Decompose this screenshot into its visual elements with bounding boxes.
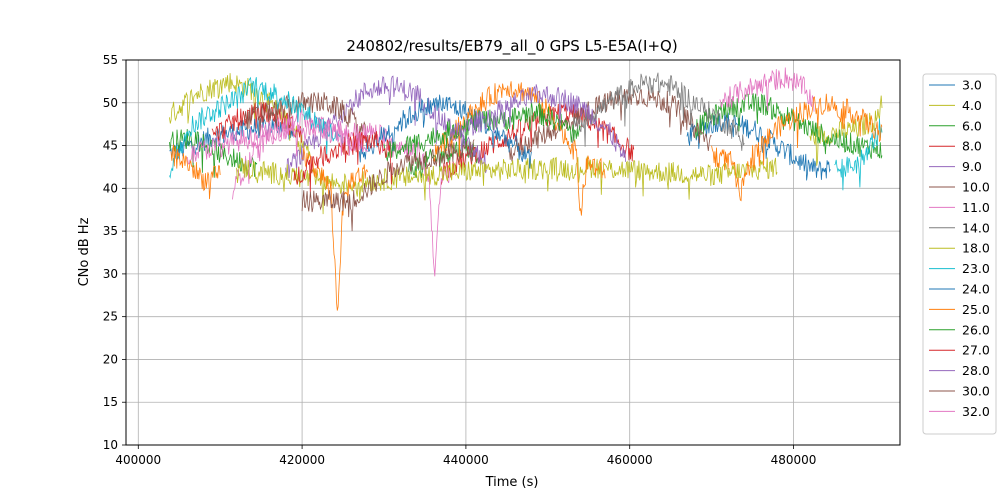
x-tick-label: 440000	[443, 453, 489, 467]
x-tick-label: 480000	[771, 453, 817, 467]
legend-label: 18.0	[962, 241, 990, 256]
legend-label: 6.0	[962, 118, 982, 133]
series-9-0	[285, 75, 487, 179]
series-line	[711, 93, 883, 202]
y-axis: 10 15 20 25 30 35 40 45 50 55	[103, 53, 126, 452]
series-18-0	[236, 156, 778, 215]
series-line	[686, 112, 831, 181]
y-tick-label: 40	[103, 181, 118, 195]
series-layer	[169, 67, 883, 311]
legend-label: 8.0	[962, 139, 982, 154]
series-line	[236, 156, 778, 215]
x-tick-label: 460000	[607, 453, 653, 467]
legend: 3.0 4.0 6.0 8.0 9.0 10.0 11.0 14.0 18.0 23.0 24.0 2…	[922, 73, 997, 435]
y-tick-label: 45	[103, 139, 118, 153]
series-line	[187, 117, 368, 165]
series-line	[432, 81, 606, 216]
chart-title: 240802/results/EB79_all_0 GPS L5-E5A(I+Q…	[346, 37, 677, 56]
legend-label: 26.0	[962, 322, 990, 337]
series-line	[834, 118, 883, 191]
series-line	[211, 101, 303, 143]
series-line	[301, 139, 475, 232]
legend-label: 23.0	[962, 261, 990, 276]
series-line	[449, 84, 626, 162]
series-line	[170, 144, 221, 200]
y-axis-label: CNo dB Hz	[77, 217, 92, 286]
y-tick-label: 50	[103, 96, 118, 110]
y-tick-label: 25	[103, 310, 118, 324]
series-line	[244, 91, 368, 146]
plot-frame	[125, 59, 901, 446]
series-14-0	[572, 72, 745, 151]
series-30-0	[301, 139, 475, 232]
legend-label: 32.0	[962, 404, 990, 419]
series-line	[809, 95, 883, 166]
series-line	[359, 94, 532, 169]
x-axis: 400000 420000 440000 460000 480000	[115, 445, 816, 467]
series-line	[572, 72, 745, 151]
legend-label: 11.0	[962, 200, 990, 215]
series-line	[301, 147, 368, 311]
legend-label: 14.0	[962, 220, 990, 235]
x-tick-label: 400000	[115, 453, 161, 467]
x-axis-label: Time (s)	[485, 475, 539, 490]
legend-label: 24.0	[962, 282, 990, 297]
y-tick-label: 10	[103, 438, 118, 452]
legend-label: 9.0	[962, 159, 982, 174]
y-tick-label: 55	[103, 53, 118, 67]
series-line	[719, 67, 815, 112]
legend-frame	[922, 73, 997, 435]
y-tick-label: 30	[103, 267, 118, 281]
y-tick-label: 20	[103, 352, 118, 366]
legend-label: 27.0	[962, 343, 990, 358]
legend-items: 3.0 4.0 6.0 8.0 9.0 10.0 11.0 14.0 18.0 23.0 24.0 2…	[929, 78, 990, 419]
legend-label: 3.0	[962, 78, 982, 93]
x-tick-label: 420000	[279, 453, 325, 467]
series-line	[285, 75, 487, 179]
series-32-0	[187, 117, 368, 165]
series-28-0	[449, 84, 626, 162]
legend-label: 28.0	[962, 363, 990, 378]
legend-label: 10.0	[962, 180, 990, 195]
legend-label: 4.0	[962, 98, 982, 113]
series-24-0	[359, 94, 532, 169]
legend-label: 25.0	[962, 302, 990, 317]
y-tick-label: 35	[103, 224, 118, 238]
series-25-0	[170, 81, 883, 311]
y-tick-label: 15	[103, 395, 118, 409]
series-23-0	[169, 76, 883, 191]
legend-label: 30.0	[962, 384, 990, 399]
series-line	[169, 76, 344, 179]
